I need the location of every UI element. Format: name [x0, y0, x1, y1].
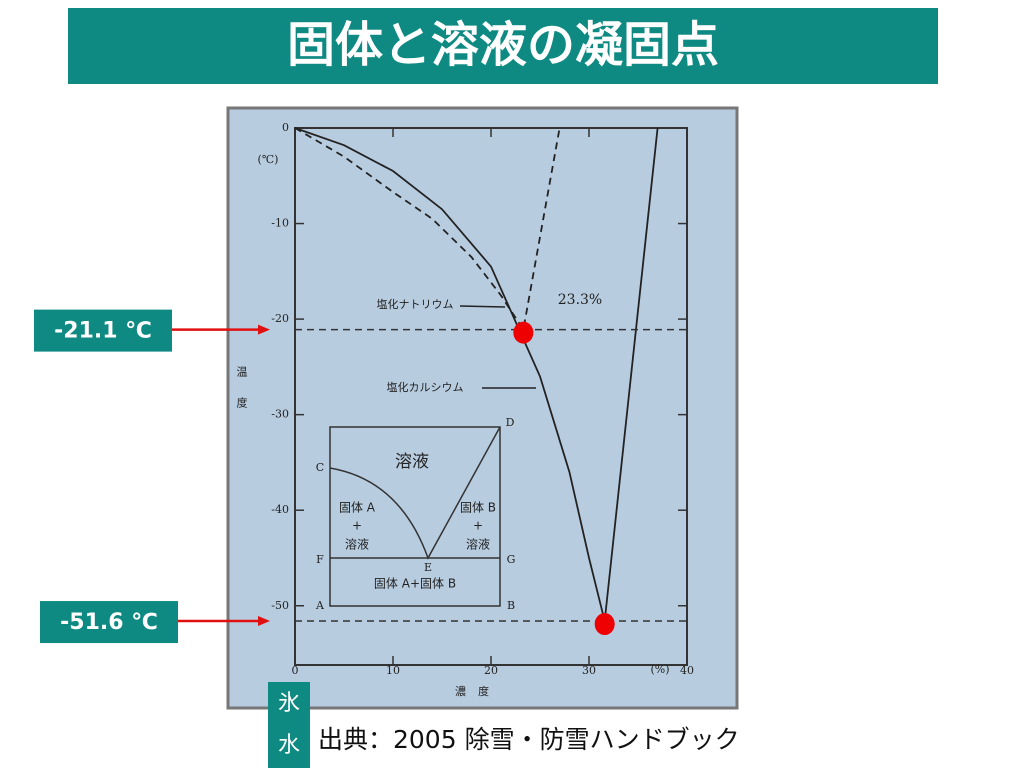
side-label: 氷 [278, 691, 300, 716]
series-label: 塩化ナトリウム [377, 297, 454, 311]
slide-title: 固体と溶液の凝固点 [287, 17, 719, 73]
inset-point: A [315, 599, 325, 612]
source: 出典：2005 除雪・防雪ハンドブック [318, 725, 740, 754]
inset-curve [329, 426, 501, 560]
x-tick-label: 30 [582, 664, 596, 677]
x-tick-label: 20 [484, 664, 498, 677]
marker-label: -51.6 ℃ [60, 610, 158, 635]
inset-point: F [316, 553, 324, 566]
inset-label: 固体 A+固体 B [374, 577, 456, 591]
x-tick-label: 10 [386, 664, 400, 677]
inset-point: G [507, 553, 516, 566]
inset-label: 溶液 [466, 537, 490, 552]
side-box [268, 682, 310, 768]
y-unit: (℃) [258, 153, 279, 166]
inset-label: + [473, 519, 483, 533]
x-label: 濃度 [455, 684, 501, 698]
title-bar [68, 8, 938, 84]
inset-label: 固体 A [339, 501, 376, 515]
y-tick-label: -50 [271, 599, 289, 612]
label-box [34, 309, 172, 352]
y-tick-label: -40 [271, 503, 289, 516]
y-tick-label: -30 [271, 408, 289, 421]
side-label: 水 [278, 733, 300, 758]
arrow [459, 305, 506, 308]
arrow-head [258, 616, 270, 627]
x-tick-label: 40 [680, 664, 694, 677]
inset-point: C [316, 461, 324, 474]
series-line [294, 127, 659, 622]
marker [513, 321, 534, 344]
annotation: 23.3% [558, 292, 602, 308]
y-tick-label: -10 [271, 217, 289, 230]
inset-point: D [506, 416, 515, 429]
y-tick-label: 0 [282, 121, 289, 134]
label-box [40, 601, 178, 644]
y-tick-label: -20 [271, 312, 289, 325]
marker [594, 613, 615, 636]
marker-label: -21.1 ℃ [54, 319, 152, 344]
inset-point: E [424, 561, 432, 574]
inset-frame [329, 426, 501, 607]
x-tick-label: 0 [292, 664, 299, 677]
y-label: 温度 [235, 366, 248, 428]
arrow-head [258, 324, 270, 335]
series-label: 塩化カルシウム [387, 380, 464, 394]
inset: 溶液 固体 A + 溶液 固体 B + 溶液 固体 A+固体 B A B C D… [315, 416, 515, 612]
x-unit: (%) [650, 663, 669, 676]
chart-panel [226, 106, 739, 710]
inset-label: + [352, 519, 362, 533]
inset-label: 溶液 [345, 537, 369, 552]
inset-title: 溶液 [395, 452, 429, 472]
inset-label: 固体 B [460, 501, 496, 515]
inset-point: B [507, 599, 515, 612]
